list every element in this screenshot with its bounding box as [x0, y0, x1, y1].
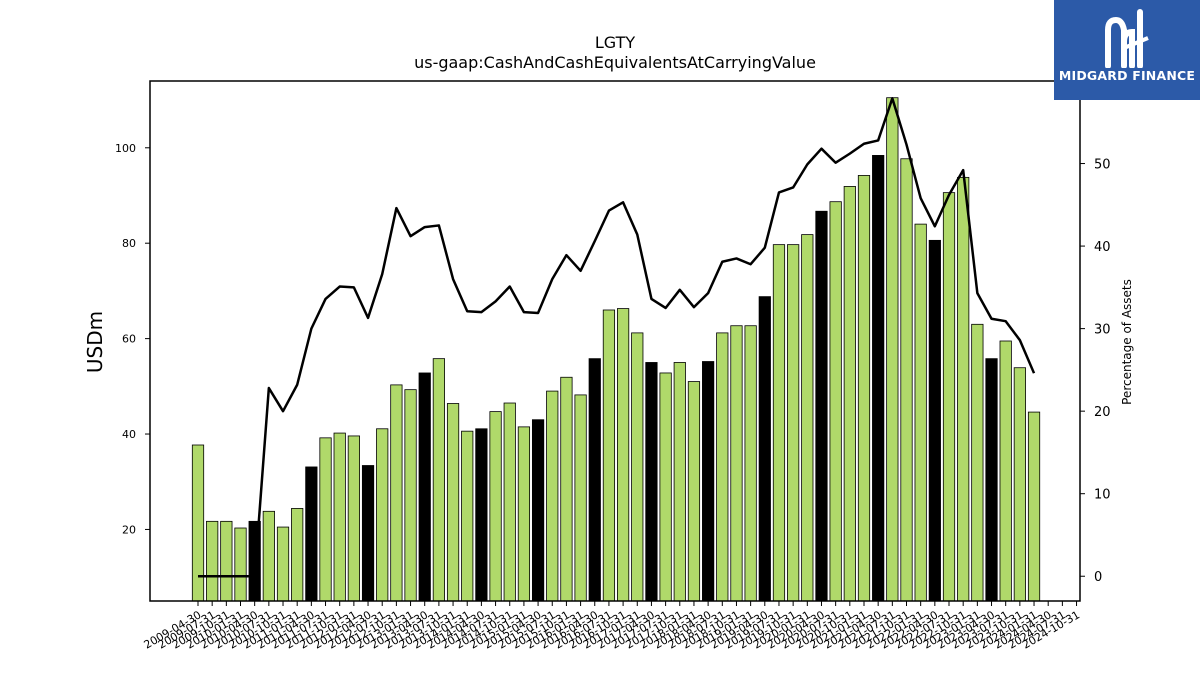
bar	[857, 175, 871, 602]
bar	[900, 158, 913, 602]
bar	[631, 332, 644, 602]
bar	[829, 201, 842, 602]
bar	[645, 362, 658, 602]
bar	[801, 234, 814, 602]
y-tick-label: 80	[122, 237, 136, 250]
y2-tick-label: 40	[1094, 240, 1111, 255]
bar	[985, 358, 998, 602]
y-tick-label: 20	[122, 523, 136, 536]
bar	[957, 176, 970, 602]
bar	[475, 428, 488, 602]
y2-tick-label: 0	[1094, 570, 1102, 585]
bar	[461, 430, 474, 602]
bar	[928, 239, 941, 602]
bar	[262, 510, 275, 602]
bar	[815, 210, 828, 602]
bar	[517, 426, 531, 602]
midgard-finance-logo: MIDGARD FINANCE	[1054, 0, 1200, 100]
y2-tick-label: 10	[1094, 488, 1111, 503]
bar	[319, 437, 332, 602]
pct-assets-line	[198, 97, 1036, 578]
bar	[617, 308, 630, 602]
bar	[1013, 367, 1026, 602]
bar	[206, 520, 219, 602]
bar	[220, 520, 233, 602]
bars-layer	[191, 97, 1041, 602]
bar	[602, 309, 616, 602]
bar	[234, 527, 247, 602]
plot-frame	[149, 80, 1081, 602]
chart-subtitle: us-gaap:CashAndCashEquivalentsAtCarrying…	[414, 53, 816, 72]
bar	[673, 362, 686, 602]
bar	[787, 244, 800, 602]
y2-tick-label: 50	[1094, 158, 1111, 173]
bar	[872, 155, 885, 602]
bar	[276, 526, 290, 602]
bar	[716, 332, 729, 602]
bar	[843, 186, 856, 602]
bar	[758, 296, 771, 602]
bar	[432, 358, 445, 602]
y2-tick-label: 30	[1094, 323, 1111, 338]
y-axis-label: USDm	[83, 311, 107, 373]
bar	[999, 340, 1012, 602]
y-tick-label: 60	[122, 333, 136, 346]
bar	[971, 323, 984, 602]
bar	[687, 381, 701, 602]
bar	[376, 428, 389, 602]
midgard-m-logo-icon	[1105, 9, 1149, 68]
line-layer	[198, 97, 1036, 578]
bar	[659, 372, 672, 602]
bar	[333, 432, 346, 602]
bar	[305, 466, 318, 602]
y2-tick-label: 20	[1094, 405, 1111, 420]
bar	[702, 361, 715, 602]
y-tick-label: 40	[122, 428, 136, 441]
bar	[914, 223, 927, 602]
bar	[772, 244, 786, 602]
bar	[531, 419, 545, 602]
bar	[291, 508, 304, 602]
bar	[588, 358, 601, 602]
bar	[942, 192, 956, 602]
bar	[730, 325, 743, 602]
bar	[347, 435, 360, 602]
bar	[418, 372, 431, 602]
y-tick-label: 100	[115, 142, 136, 155]
y2-axis-label: Percentage of Assets	[1120, 279, 1134, 405]
bar	[446, 403, 460, 602]
bar	[546, 390, 559, 602]
bar	[1027, 411, 1041, 602]
chart-title: LGTY	[595, 33, 636, 52]
bar	[574, 394, 587, 602]
bar	[489, 411, 502, 602]
logo-text: MIDGARD FINANCE	[1058, 68, 1196, 83]
bar	[744, 325, 757, 602]
bar	[886, 97, 899, 602]
bar	[191, 444, 205, 602]
bar	[361, 465, 375, 602]
bar	[390, 384, 403, 602]
bar	[503, 402, 516, 602]
bar	[560, 376, 573, 602]
bar	[404, 389, 417, 602]
